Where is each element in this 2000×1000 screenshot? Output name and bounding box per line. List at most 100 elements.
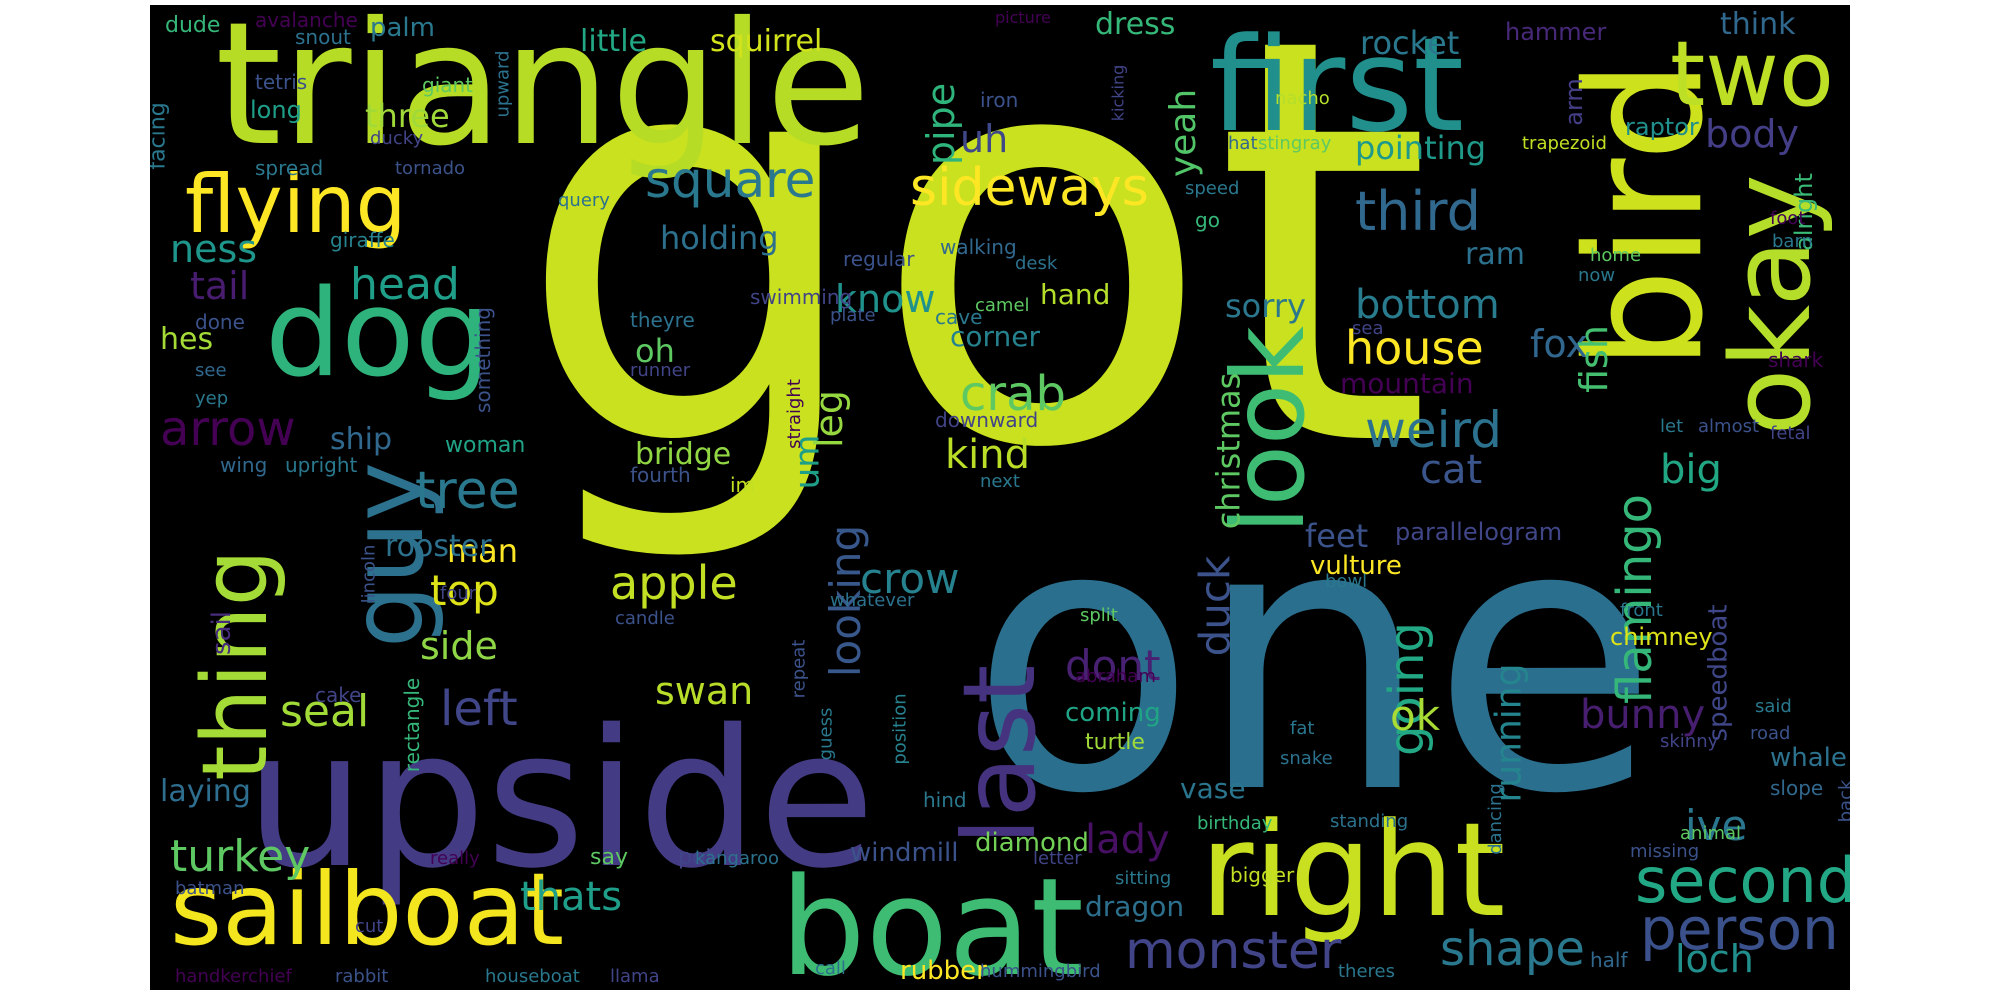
word-yep: yep: [195, 388, 229, 409]
word-picture: picture: [995, 8, 1051, 27]
word-nacho: nacho: [1275, 88, 1330, 109]
word-right: right: [1200, 794, 1506, 946]
word-next: next: [980, 471, 1020, 492]
word-wing: wing: [220, 453, 268, 477]
word-side: side: [420, 624, 498, 668]
word-flamingo: flamingo: [1607, 494, 1663, 704]
word-yeah: yeah: [1163, 88, 1205, 178]
word-pipe: pipe: [919, 82, 964, 166]
word-sailboat: sailboat: [170, 851, 565, 968]
word-im: im: [730, 473, 756, 497]
word-theyre: theyre: [630, 308, 695, 332]
word-home: home: [1590, 245, 1642, 266]
word-crab: crab: [960, 366, 1067, 422]
word-second: second: [1635, 844, 1850, 917]
word-half: half: [1590, 948, 1628, 972]
word-position: position: [889, 693, 911, 765]
word-kangaroo: kangaroo: [695, 848, 780, 869]
word-christmas: christmas: [1209, 372, 1248, 530]
word-whale: whale: [1770, 743, 1847, 773]
word-road: road: [1750, 723, 1791, 744]
word-oh: oh: [635, 332, 675, 370]
word-say: say: [590, 845, 628, 870]
word-skinny: skinny: [1660, 731, 1719, 752]
word-bunny: bunny: [1580, 692, 1706, 738]
word-holding: holding: [660, 219, 779, 257]
word-avalanche: avalanche: [255, 8, 358, 32]
word-tetris: tetris: [255, 70, 308, 94]
word-rocket: rocket: [1360, 24, 1460, 62]
word-front: front: [1620, 600, 1663, 621]
word-now: now: [1578, 265, 1616, 286]
word-facing: facing: [150, 102, 171, 170]
word-running: running: [1488, 663, 1530, 803]
word-man: man: [447, 532, 519, 570]
word-four: four: [440, 583, 477, 604]
word-ok: ok: [1390, 691, 1441, 740]
word-uh: uh: [960, 117, 1009, 161]
word-dog: dog: [265, 265, 491, 404]
word-fourth: fourth: [630, 463, 691, 487]
word-rectangle: rectangle: [400, 677, 425, 773]
word-query: query: [558, 190, 610, 211]
word-cat: cat: [1420, 447, 1483, 493]
word-sail: sail: [206, 611, 237, 655]
word-really: really: [430, 848, 480, 869]
word-ive: ive: [1685, 801, 1748, 850]
word-three: three: [365, 97, 450, 135]
word-pot: pot: [678, 845, 715, 870]
word-squirrel: squirrel: [710, 24, 823, 59]
word-palm: palm: [370, 13, 435, 43]
word-long: long: [250, 96, 302, 124]
word-big: big: [1660, 447, 1722, 493]
word-weird: weird: [1365, 401, 1502, 459]
word-lady: lady: [1085, 817, 1170, 863]
word-dragon: dragon: [1085, 890, 1185, 923]
word-dude: dude: [165, 13, 221, 38]
word-walking: walking: [940, 235, 1017, 259]
word-house: house: [1345, 321, 1484, 375]
word-missing: missing: [1630, 841, 1700, 862]
word-woman: woman: [445, 433, 526, 458]
word-sorry: sorry: [1225, 287, 1306, 325]
word-one: one: [970, 445, 1659, 875]
word-snake: snake: [1280, 748, 1333, 769]
word-third: third: [1355, 180, 1481, 243]
word-bottom: bottom: [1355, 282, 1500, 328]
word-plate: plate: [830, 305, 876, 326]
word-swimming: swimming: [750, 285, 853, 309]
word-dont: dont: [1065, 641, 1161, 690]
word-desk: desk: [1015, 253, 1058, 274]
word-feet: feet: [1305, 517, 1369, 555]
word-shark: shark: [1768, 348, 1824, 372]
word-almost: almost: [1698, 416, 1760, 437]
word-cake: cake: [315, 683, 362, 707]
word-let: let: [1660, 416, 1684, 437]
word-call: call: [815, 958, 846, 979]
word-bridge: bridge: [635, 437, 732, 472]
word-giraffe: giraffe: [330, 228, 395, 252]
word-see: see: [195, 360, 227, 381]
word-tail: tail: [190, 264, 250, 308]
word-seal: seal: [280, 686, 370, 737]
word-hammer: hammer: [1505, 18, 1607, 46]
word-loch: loch: [1675, 937, 1754, 981]
word-downward: downward: [935, 408, 1039, 432]
word-slope: slope: [1770, 776, 1824, 800]
word-laying: laying: [160, 774, 251, 809]
word-ram: ram: [1465, 237, 1525, 272]
word-arrow: arrow: [160, 401, 296, 457]
word-sea: sea: [1352, 318, 1384, 339]
word-little: little: [580, 24, 647, 59]
word-turtle: turtle: [1085, 730, 1145, 755]
word-theres: theres: [1338, 961, 1395, 982]
word-hat: hat: [1228, 133, 1258, 154]
word-done: done: [195, 310, 245, 334]
word-back: back: [1835, 779, 1850, 823]
word-batman: batman: [175, 878, 245, 899]
word-handkerchief: handkerchief: [175, 966, 292, 987]
word-mountain: mountain: [1340, 367, 1474, 400]
word-duck: duck: [1190, 555, 1240, 657]
word-rubber: rubber: [900, 956, 987, 986]
word-triangle: triangle: [215, 5, 871, 184]
